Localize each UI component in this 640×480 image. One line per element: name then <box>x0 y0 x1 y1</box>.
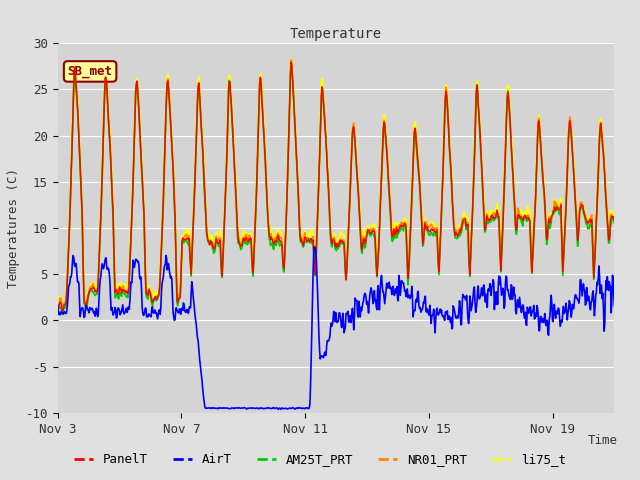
Text: Time: Time <box>588 434 618 447</box>
Y-axis label: Temperatures (C): Temperatures (C) <box>7 168 20 288</box>
Legend: PanelT, AirT, AM25T_PRT, NR01_PRT, li75_t: PanelT, AirT, AM25T_PRT, NR01_PRT, li75_… <box>69 448 571 471</box>
Title: Temperature: Temperature <box>290 27 382 41</box>
Text: SB_met: SB_met <box>68 65 113 78</box>
